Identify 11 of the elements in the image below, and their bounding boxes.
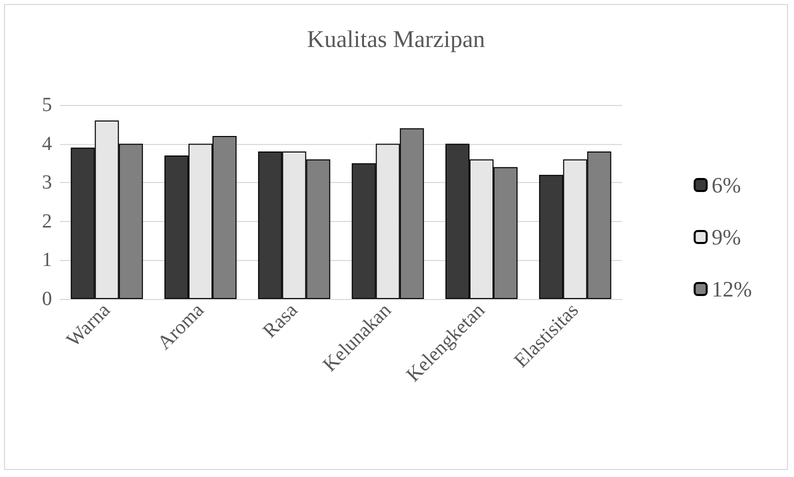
y-tick-label: 5 bbox=[42, 94, 52, 116]
x-tick-label: Rasa bbox=[258, 299, 302, 342]
legend-label: 9% bbox=[712, 224, 741, 250]
y-tick-label: 4 bbox=[42, 132, 52, 155]
legend-label: 12% bbox=[712, 276, 752, 302]
y-tick-label: 0 bbox=[42, 288, 52, 310]
legend-label: 6% bbox=[712, 172, 741, 198]
chart-title: Kualitas Marzipan bbox=[307, 27, 485, 53]
y-tick-label: 1 bbox=[42, 249, 52, 272]
y-tick-label: 3 bbox=[42, 172, 52, 194]
y-tick-label: 2 bbox=[42, 210, 52, 232]
